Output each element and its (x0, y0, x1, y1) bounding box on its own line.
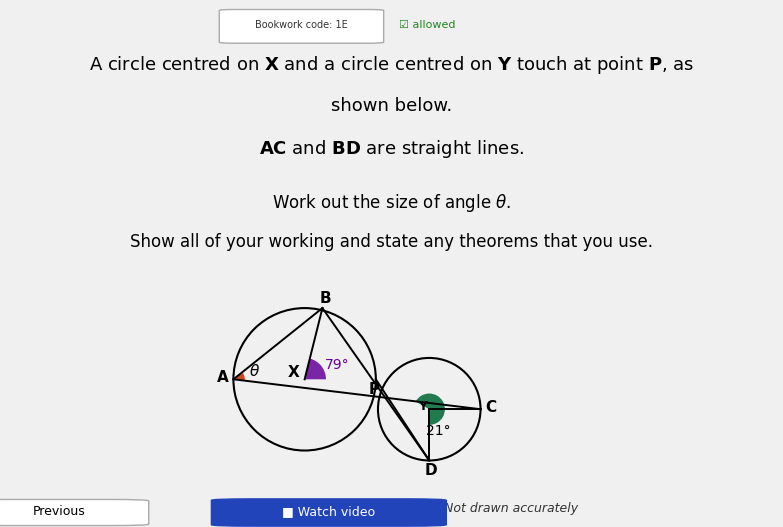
Wedge shape (416, 394, 445, 425)
FancyBboxPatch shape (0, 500, 149, 525)
Text: A: A (217, 370, 229, 385)
Text: Work out the size of angle $\theta$.: Work out the size of angle $\theta$. (272, 192, 511, 214)
FancyBboxPatch shape (211, 499, 446, 526)
Text: 21°: 21° (426, 424, 451, 437)
Wedge shape (305, 358, 326, 379)
Text: Y: Y (417, 400, 427, 413)
Text: B: B (319, 291, 331, 306)
Text: C: C (485, 401, 496, 415)
Text: X: X (287, 365, 299, 379)
Text: D: D (424, 463, 437, 478)
Text: shown below.: shown below. (331, 97, 452, 115)
Text: Bookwork code: 1E: Bookwork code: 1E (255, 21, 348, 30)
Text: $\theta$: $\theta$ (249, 364, 260, 379)
Text: Show all of your working and state any theorems that you use.: Show all of your working and state any t… (130, 233, 653, 251)
Text: P: P (369, 382, 380, 397)
FancyBboxPatch shape (219, 9, 384, 43)
Wedge shape (233, 372, 245, 380)
Text: 79°: 79° (325, 358, 350, 372)
Text: Previous: Previous (32, 505, 85, 519)
Text: Not drawn accurately: Not drawn accurately (444, 502, 578, 515)
Text: $\mathbf{AC}$ and $\mathbf{BD}$ are straight lines.: $\mathbf{AC}$ and $\mathbf{BD}$ are stra… (259, 138, 524, 160)
Text: A circle centred on $\mathbf{X}$ and a circle centred on $\mathbf{Y}$ touch at p: A circle centred on $\mathbf{X}$ and a c… (89, 54, 694, 76)
Text: ■ Watch video: ■ Watch video (283, 505, 375, 519)
Text: ☑ allowed: ☑ allowed (399, 21, 456, 30)
